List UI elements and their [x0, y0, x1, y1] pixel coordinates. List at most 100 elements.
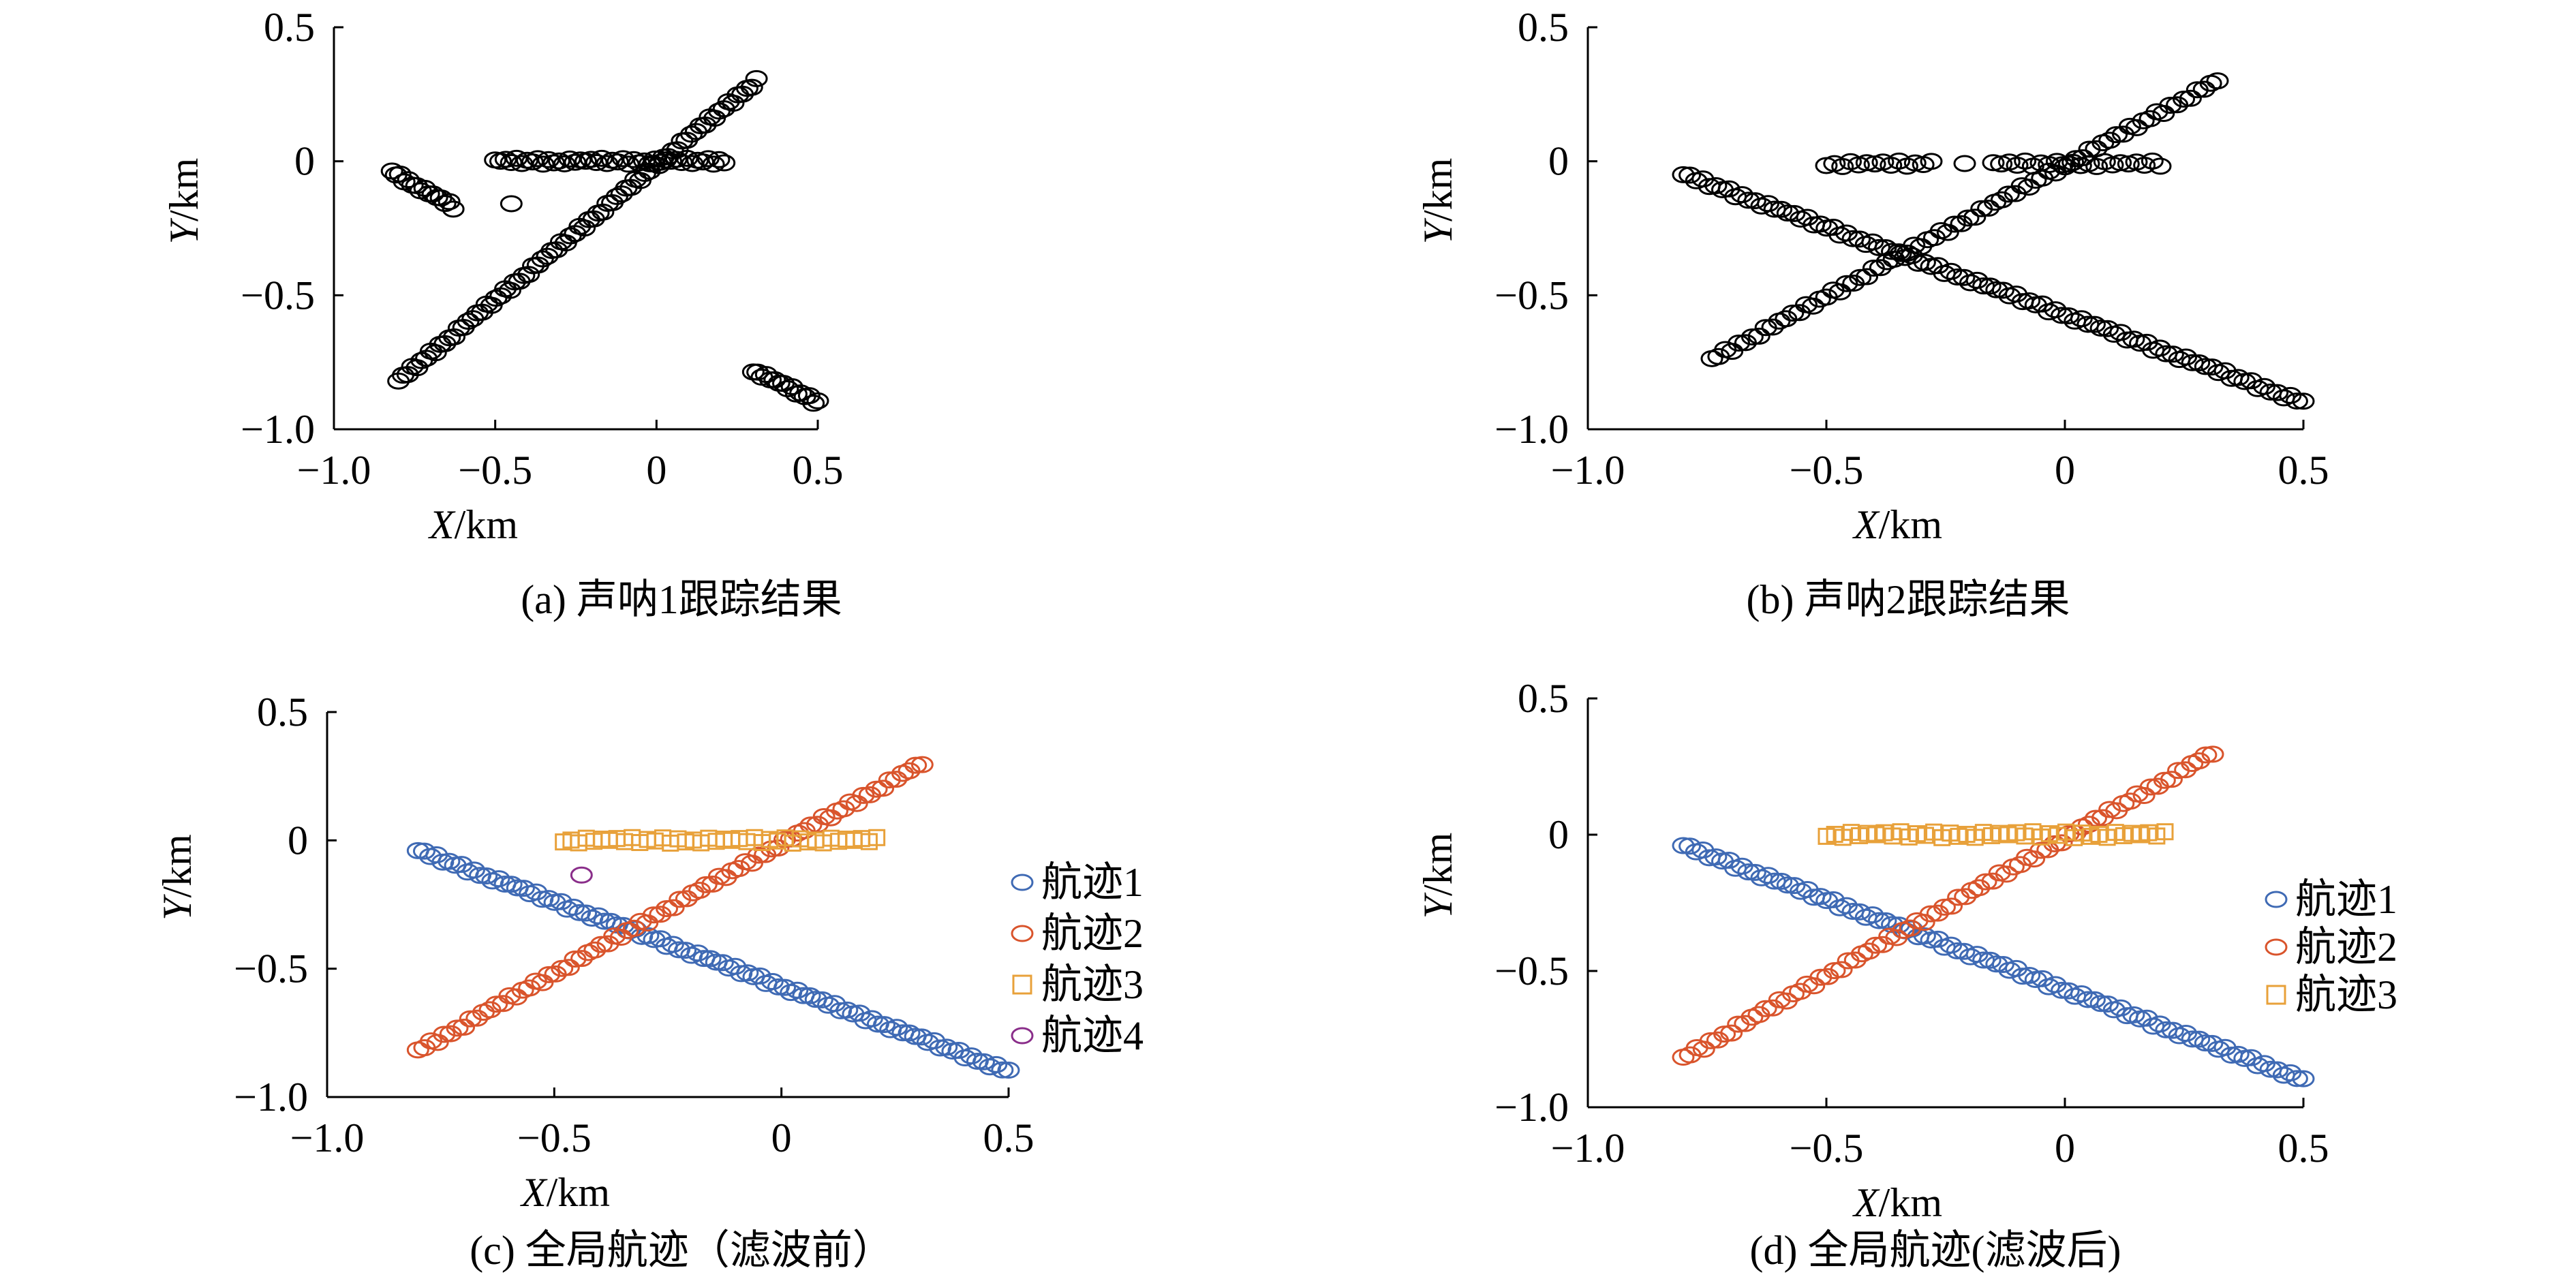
data-point: [1781, 304, 1805, 322]
caption-d: (d) 全局航迹(滤波后): [1750, 1228, 2121, 1273]
data-point: [512, 880, 535, 897]
legend-label: 航迹3: [1041, 962, 1144, 1007]
data-point: [433, 195, 457, 213]
data-point: [1913, 253, 1936, 271]
y-axis-label: Y/km: [1415, 158, 1460, 245]
data-point: [2226, 1045, 2250, 1063]
data-point: [2057, 982, 2080, 1000]
series-航迹3c: [1953, 155, 1976, 172]
legend-label: 航迹2: [1041, 911, 1144, 956]
y-tick-label: 0.5: [1518, 676, 1569, 721]
data-point: [1747, 327, 1770, 345]
data-point: [761, 973, 784, 990]
data-point: [1855, 154, 1878, 172]
data-point: [500, 195, 523, 213]
data-point: [2201, 1034, 2224, 1052]
data-point: [487, 870, 510, 888]
data-point: [1869, 259, 1892, 277]
series-航迹3b: [1982, 152, 2172, 176]
data-point: [1936, 223, 1959, 241]
y-tick-label: 0.5: [257, 690, 308, 735]
data-point: [1939, 262, 1963, 280]
data-point: [1940, 897, 1963, 915]
data-point: [1761, 318, 1784, 336]
y-tick-label: −0.5: [1494, 948, 1569, 993]
data-point: [802, 395, 825, 412]
y-tick-label: −1.0: [1494, 407, 1569, 452]
series-航迹3: [555, 829, 886, 852]
data-point: [860, 1010, 883, 1028]
data-point: [442, 200, 465, 218]
data-point: [438, 193, 461, 211]
data-point: [388, 165, 412, 183]
data-point: [2279, 1064, 2302, 1081]
x-tick-label: −0.5: [1790, 448, 1864, 493]
data-point: [960, 1047, 983, 1065]
data-point: [570, 866, 593, 884]
data-point: [574, 904, 598, 922]
data-point: [2156, 823, 2174, 841]
data-point: [2160, 771, 2183, 788]
legend-label: 航迹2: [2295, 925, 2397, 970]
data-point: [1720, 1024, 1743, 1042]
series-航迹1: [406, 842, 1020, 1079]
data-point: [2266, 384, 2289, 401]
x-tick-label: −0.5: [458, 448, 532, 493]
data-point: [711, 954, 734, 972]
data-point: [1704, 177, 1728, 195]
series-航迹3: [1818, 823, 2174, 846]
data-point: [2105, 126, 2128, 144]
x-axis-unit: /km: [455, 502, 518, 547]
data-point: [2192, 80, 2215, 98]
data-point: [2045, 153, 2068, 170]
x-tick-label: −1.0: [1551, 1126, 1625, 1171]
data-point: [997, 1062, 1020, 1079]
y-tick-label: 0: [294, 139, 315, 184]
data-point: [991, 1061, 1014, 1079]
data-point: [1754, 1000, 1777, 1017]
legend-marker: [1011, 1027, 1034, 1045]
data-point: [661, 936, 684, 953]
data-point: [1830, 961, 1853, 978]
data-point: [412, 842, 435, 860]
data-point: [2083, 991, 2106, 1008]
panel-a: (a) 声呐1跟踪结果 −1.0 −0.5 0 0.5 −1.0 −0.5 0 0.5 X/km…: [162, 5, 844, 622]
data-point: [462, 861, 485, 879]
data-point: [1856, 268, 1879, 285]
data-point: [2201, 358, 2224, 376]
data-point: [798, 987, 821, 1004]
data-point: [2253, 377, 2276, 395]
panel-c: (c) 全局航迹（滤波前） −1.0−0.500.5−1.0 −0.5 0 0.5X/…: [155, 690, 1144, 1273]
y-tick-label: 0.5: [1518, 5, 1569, 50]
data-point: [537, 890, 560, 908]
data-point: [713, 154, 736, 172]
y-axis-var: Y: [1415, 892, 1460, 919]
data-point: [1974, 873, 1997, 891]
data-point: [2148, 339, 2171, 357]
data-point: [972, 1053, 996, 1070]
y-axis-unit: /km: [162, 158, 206, 221]
data-point: [1704, 848, 1728, 866]
data-point: [910, 756, 934, 773]
data-point: [702, 155, 725, 173]
data-point: [773, 978, 797, 996]
data-point: [1965, 946, 1989, 963]
caption-b: (b) 声呐2跟踪结果: [1747, 577, 2070, 622]
data-point: [1831, 157, 1854, 175]
data-point: [806, 392, 829, 410]
data-point: [1783, 877, 1806, 895]
data-point: [1828, 283, 1852, 300]
y-axis-var: Y: [155, 894, 200, 921]
legend-label: 航迹3: [2295, 972, 2397, 1017]
data-point: [776, 380, 799, 398]
x-tick-label: −0.5: [1790, 1126, 1864, 1171]
data-point: [2161, 345, 2184, 363]
data-point: [1978, 277, 2002, 295]
data-point: [1952, 268, 1976, 286]
data-point: [2122, 330, 2145, 348]
panel-b: (b) 声呐2跟踪结果 −1.0 −0.5 0 0.5 −1.0 −0.5 0 0.5 X/km…: [1415, 5, 2329, 622]
data-point: [2149, 157, 2172, 175]
data-point: [553, 155, 576, 172]
data-point: [985, 1055, 1008, 1073]
